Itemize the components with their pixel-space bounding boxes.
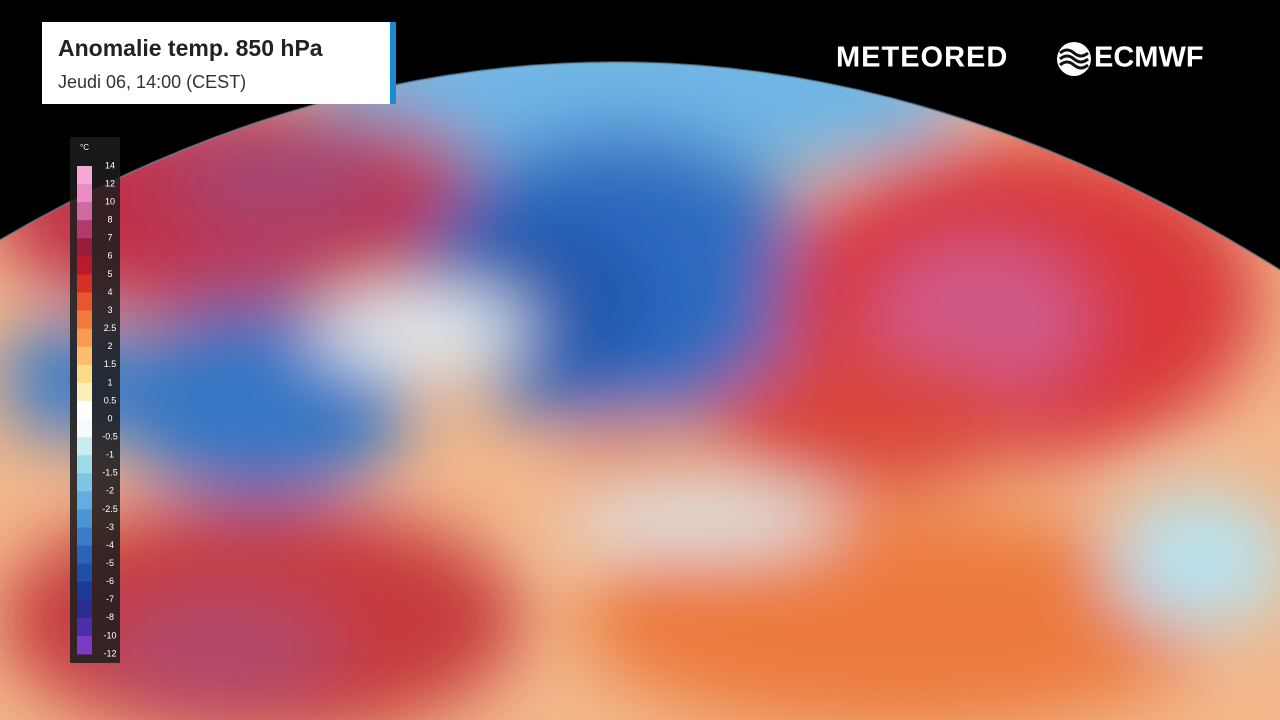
legend-label: -4 [106, 540, 114, 550]
legend-swatch [77, 166, 92, 185]
legend-label: 7 [107, 233, 112, 243]
legend-swatch [77, 437, 92, 456]
title-box [42, 22, 392, 104]
legend-swatch [77, 419, 92, 438]
globe-edge [0, 61, 1280, 271]
legend-swatch [77, 292, 92, 312]
legend-label: 3 [107, 305, 112, 315]
legend-swatch [77, 184, 92, 203]
legend-swatch [77, 491, 92, 510]
legend-label: 0.5 [104, 395, 117, 405]
legend-swatch [77, 274, 92, 294]
legend-swatch [77, 220, 92, 239]
legend-label: 14 [105, 160, 115, 170]
legend-swatch [77, 473, 92, 492]
legend-label: 10 [105, 197, 115, 207]
ecmwf-icon [1057, 42, 1091, 76]
title-accent [390, 22, 396, 104]
legend-label: 1 [107, 377, 112, 387]
legend-label: -2.5 [102, 504, 118, 514]
legend-label: -5 [106, 558, 114, 568]
title: Anomalie temp. 850 hPa [58, 35, 323, 61]
legend-swatch [77, 527, 92, 547]
legend-swatch [77, 581, 92, 601]
legend-label: -3 [106, 522, 114, 532]
ecmwf-logo: ECMWF [1094, 42, 1204, 74]
legend-swatch [77, 545, 92, 565]
legend-label: 4 [107, 287, 112, 297]
legend-swatch [77, 328, 92, 348]
subtitle: Jeudi 06, 14:00 (CEST) [58, 72, 246, 92]
legend-swatch [77, 346, 92, 366]
legend-swatch [77, 238, 92, 257]
legend-label: 5 [107, 269, 112, 279]
legend-label: -12 [103, 648, 116, 658]
meteored-logo: METEORED [836, 42, 1008, 74]
legend-swatch [77, 563, 92, 583]
legend-swatch [77, 256, 92, 275]
legend-unit: °C [80, 143, 89, 152]
legend-swatch [77, 635, 92, 655]
legend-label: -0.5 [102, 431, 118, 441]
legend-swatch [77, 310, 92, 330]
legend-swatch [77, 617, 92, 637]
legend-label: -7 [106, 594, 114, 604]
legend-label: -1.5 [102, 468, 118, 478]
legend-swatch [77, 382, 92, 402]
legend-label: 0 [107, 413, 112, 423]
legend-label: 2 [107, 341, 112, 351]
legend-label: -1 [106, 450, 114, 460]
legend-label: -10 [103, 630, 116, 640]
legend-label: -8 [106, 612, 114, 622]
legend-swatch [77, 364, 92, 384]
legend-swatch [77, 202, 92, 221]
legend-label: -6 [106, 576, 114, 586]
legend-swatch [77, 400, 92, 420]
legend-swatch [77, 599, 92, 619]
legend-label: -2 [106, 486, 114, 496]
legend-label: 12 [105, 178, 115, 188]
legend-label: 8 [107, 215, 112, 225]
legend-label: 6 [107, 251, 112, 261]
legend: °C 14 12 10 8 7 6 5 4 3 2.5 2 1.5 1 0.5 0 -0.5 -1 -1.5 -2 -… [70, 137, 120, 663]
legend-label: 2.5 [104, 323, 117, 333]
legend-swatch [77, 455, 92, 474]
legend-swatch [77, 509, 92, 528]
legend-label: 1.5 [104, 359, 117, 369]
